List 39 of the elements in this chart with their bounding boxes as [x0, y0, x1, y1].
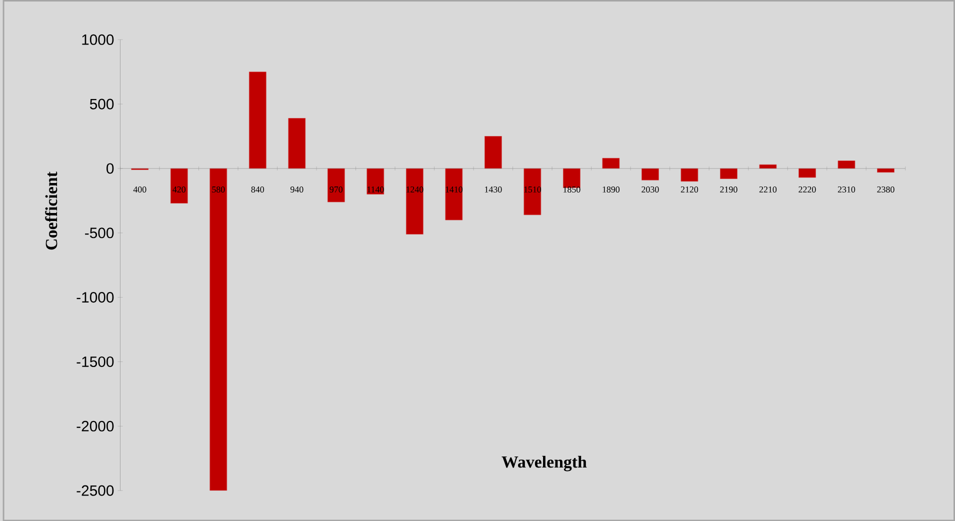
y-tick-label: 500: [90, 98, 114, 110]
bar: [406, 168, 424, 234]
y-tick-label: -1500: [76, 356, 114, 367]
bar: [288, 118, 306, 169]
y-tick-label: -2000: [76, 420, 114, 432]
x-axis-title: Wavelength: [502, 456, 587, 472]
x-tick-label: 580: [212, 186, 225, 192]
x-tick-label: 2310: [838, 186, 856, 192]
x-tick-label: 2120: [680, 186, 698, 192]
y-axis-title: Coefficient: [45, 172, 58, 250]
bar: [563, 168, 580, 188]
bar: [248, 72, 266, 169]
y-tick-label: -1000: [76, 292, 114, 302]
y-tick-label: 1000: [82, 34, 114, 45]
x-tick-label: 970: [330, 186, 343, 192]
y-tick-label: -2500: [76, 485, 114, 496]
bar: [327, 168, 345, 202]
x-tick-label: 2030: [642, 186, 659, 192]
x-tick-label: 940: [290, 186, 304, 192]
x-tick-label: 1510: [524, 186, 542, 192]
x-tick-label: 1850: [564, 186, 580, 192]
bar: [170, 168, 188, 204]
bar: [484, 136, 502, 169]
x-tick-label: 1140: [367, 186, 384, 192]
x-tick-label: 840: [251, 186, 264, 192]
x-tick-label: 2190: [720, 186, 738, 192]
x-tick-label: 1410: [446, 186, 463, 192]
x-tick-label: 2380: [877, 186, 894, 192]
y-tick-label: 0: [106, 163, 114, 174]
bar: [720, 168, 738, 179]
bar: [210, 168, 228, 490]
y-tick-label: -500: [85, 228, 114, 238]
x-tick-label: 420: [172, 186, 186, 192]
bar: [642, 168, 659, 180]
x-tick-label: 1890: [602, 186, 620, 192]
x-tick-label: 400: [133, 186, 146, 192]
x-tick-label: 2210: [759, 186, 777, 192]
x-tick-label: 1430: [485, 186, 502, 192]
x-tick-label: 2220: [798, 186, 816, 192]
